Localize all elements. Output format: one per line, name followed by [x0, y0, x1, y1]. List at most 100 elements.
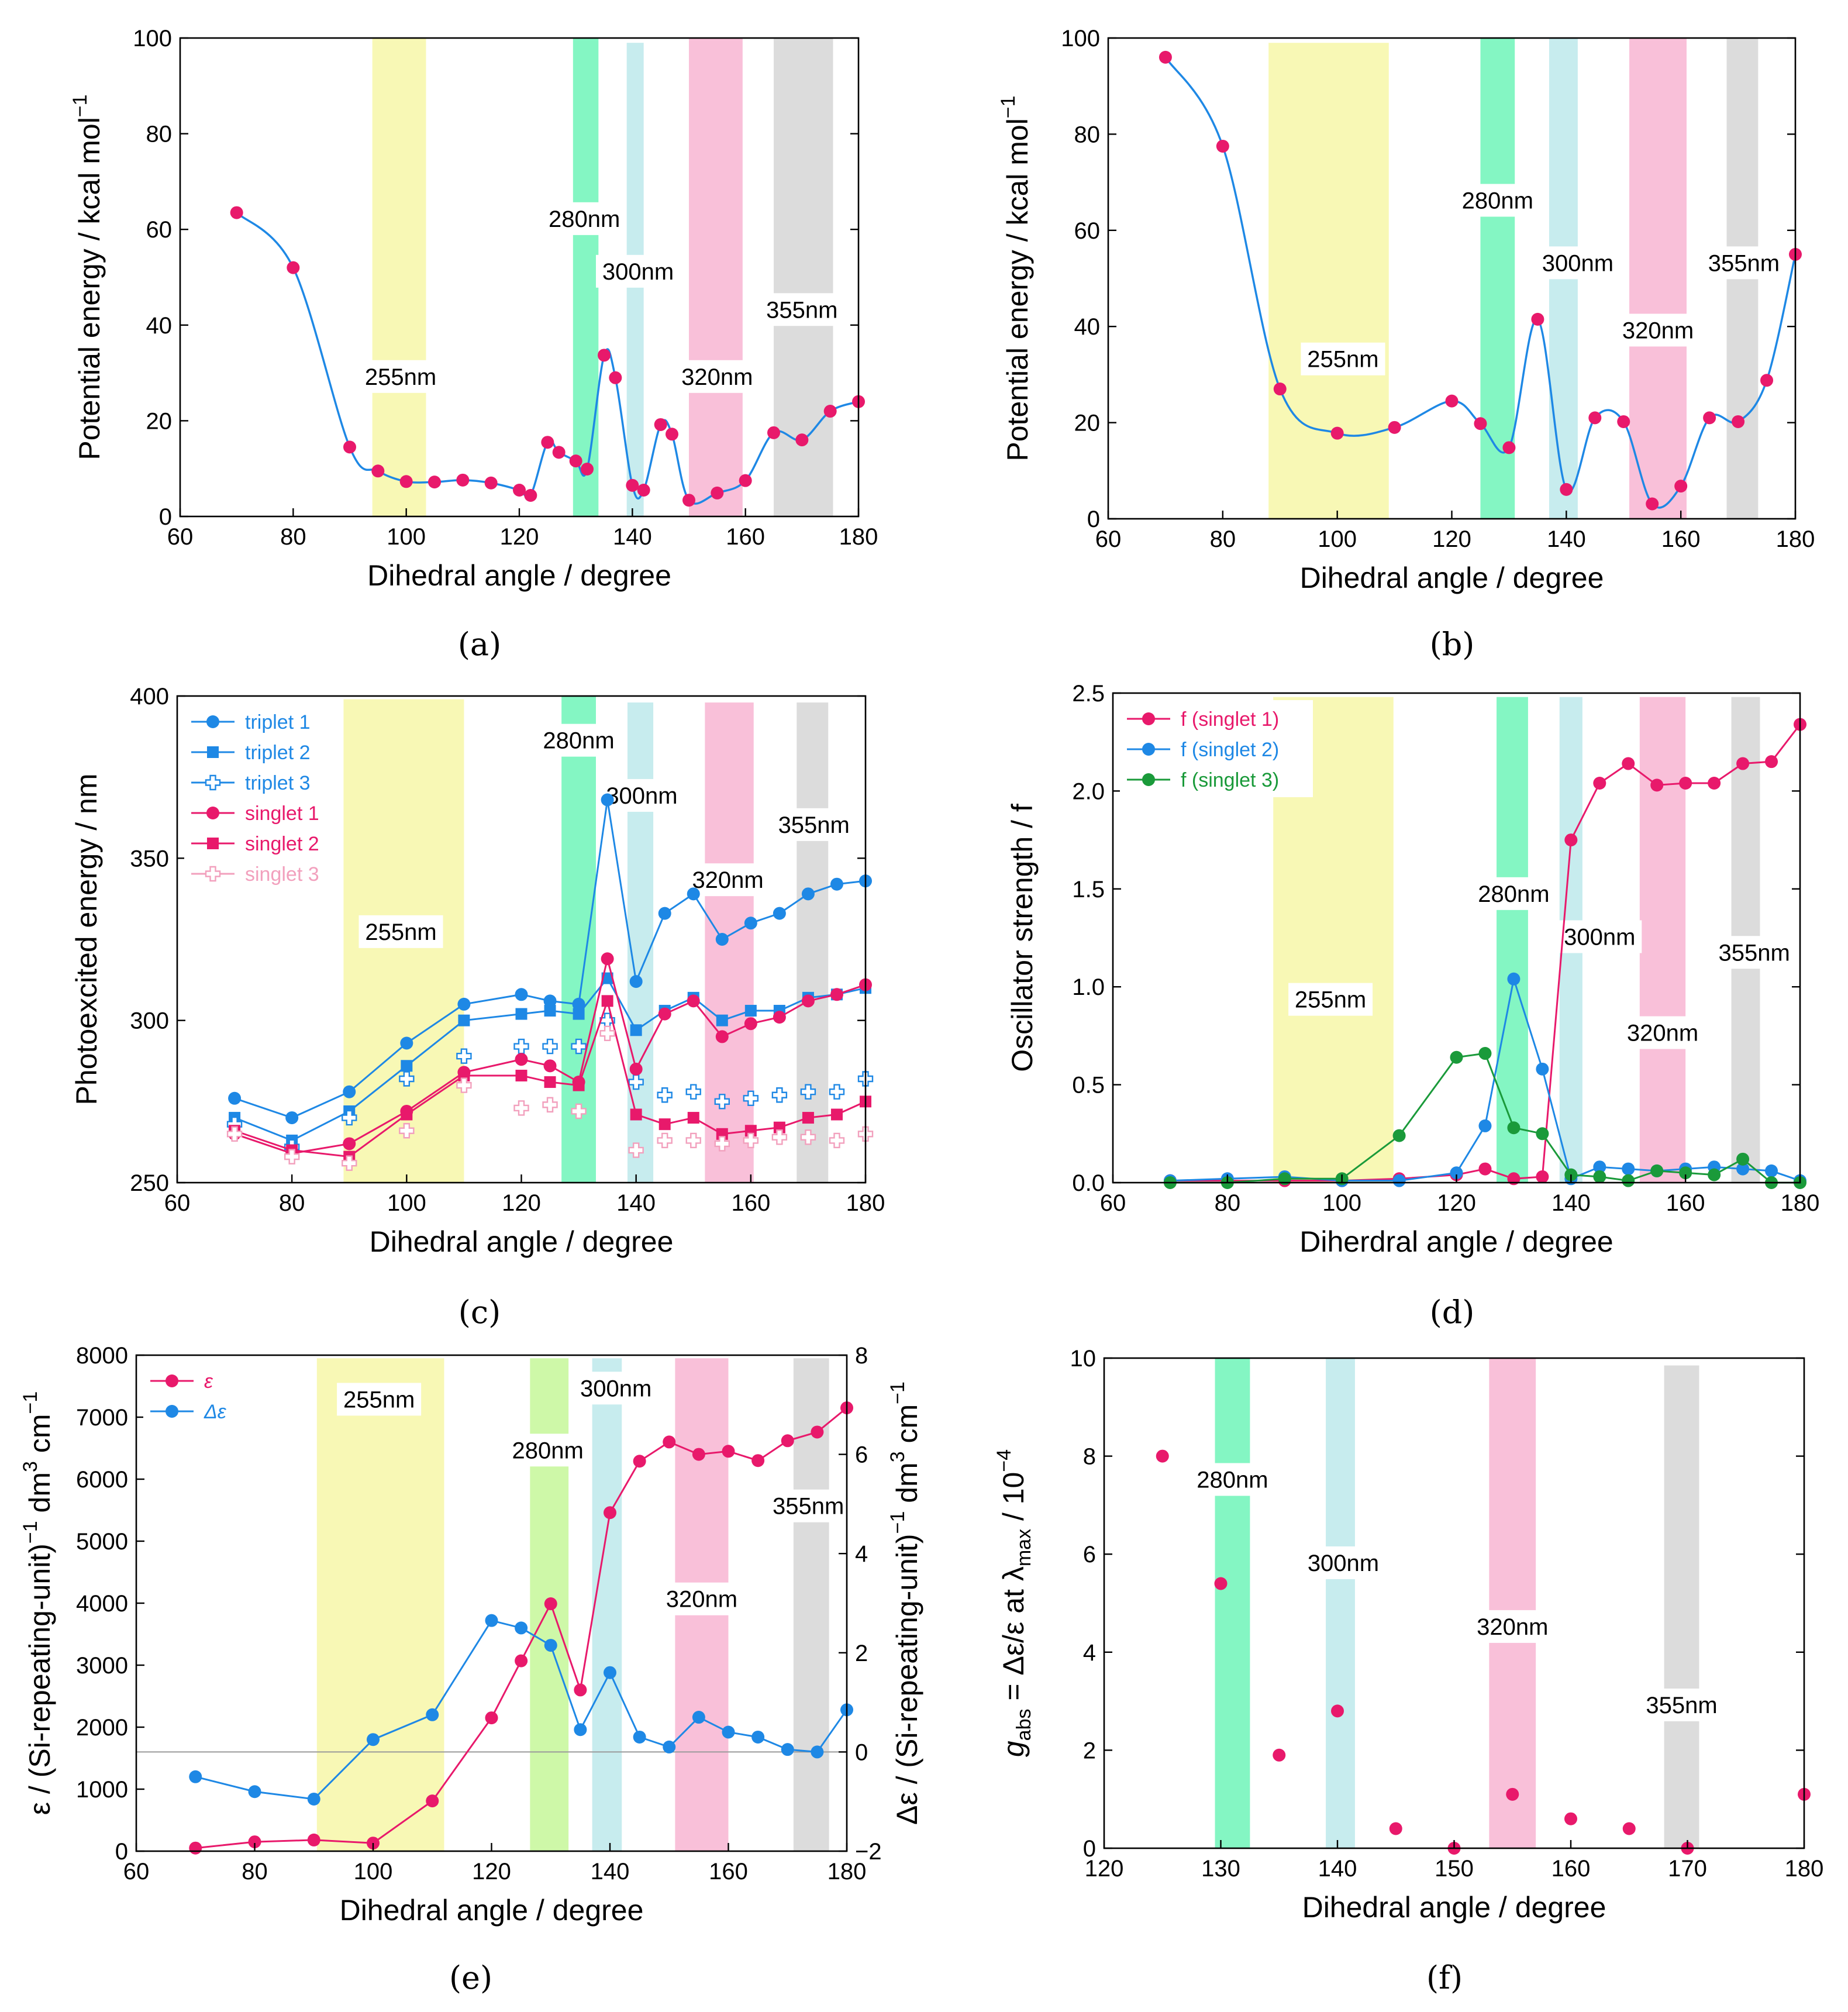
x-tick-label: 80 — [280, 524, 306, 550]
y2-axis-label: Δε / (Si-repeating-unit)−1 dm3 cm−1 — [887, 1381, 923, 1825]
data-point — [637, 484, 650, 497]
data-point — [544, 1005, 556, 1017]
x-tick-label: 120 — [1437, 1190, 1476, 1216]
data-point — [628, 1142, 644, 1158]
y-tick-label: 6 — [1083, 1542, 1096, 1567]
data-point — [1588, 411, 1602, 425]
data-point — [342, 1155, 357, 1171]
y-axis-label: Potential energy / kcal mol−1 — [69, 94, 106, 460]
band-label-bg — [574, 1372, 658, 1405]
y-tick-label: 2000 — [76, 1715, 128, 1741]
data-point — [744, 1017, 757, 1031]
data-point — [800, 1084, 816, 1100]
data-point — [1331, 1704, 1344, 1718]
data-point — [228, 1091, 242, 1105]
data-point — [1765, 1164, 1778, 1177]
legend-label: Δε — [204, 1401, 227, 1423]
y-label-part: abs — [1013, 1709, 1035, 1741]
data-point — [823, 405, 837, 418]
y-axis-label: ε / (Si-repeating-unit)−1 dm3 cm−1 — [19, 1391, 56, 1815]
y-tick-label: 5000 — [76, 1529, 128, 1555]
data-point — [1760, 374, 1774, 387]
y-tick-label: 1.5 — [1072, 877, 1105, 902]
y-tick-label: 8000 — [76, 1343, 128, 1369]
data-point — [248, 1785, 261, 1799]
band-label: 355nm — [1719, 940, 1790, 966]
y-tick-label: 60 — [1074, 218, 1101, 244]
x-tick-label: 170 — [1668, 1856, 1707, 1882]
band-label-bg — [337, 1383, 422, 1416]
data-point — [307, 1833, 320, 1846]
data-point — [795, 433, 809, 447]
band-label-bg — [1288, 983, 1373, 1016]
data-point — [371, 464, 385, 478]
data-point — [658, 907, 671, 920]
x-tick-label: 100 — [1318, 526, 1357, 552]
x-tick-label: 180 — [1776, 526, 1815, 552]
y2-tick-label: 4 — [855, 1541, 868, 1567]
x-axis-label: Dihedral angle / degree — [340, 1894, 644, 1927]
y-tick-label: 0 — [1087, 507, 1100, 532]
y-label-part: Photoexcited energy / nm — [70, 774, 103, 1105]
x-tick-label: 80 — [242, 1859, 268, 1884]
data-point — [456, 473, 470, 487]
x-tick-label: 180 — [828, 1859, 867, 1884]
legend-marker — [207, 838, 219, 849]
y2-tick-label: 8 — [855, 1343, 868, 1369]
data-point — [628, 1074, 644, 1090]
data-point — [342, 1110, 357, 1126]
band-label-bg — [1470, 1610, 1555, 1643]
legend-marker — [1142, 773, 1155, 786]
legend-label: f (singlet 2) — [1181, 739, 1279, 761]
band-355nm — [797, 702, 829, 1183]
band-355nm — [793, 1358, 829, 1851]
data-point — [513, 484, 526, 497]
data-point — [542, 1097, 558, 1113]
y-axis-label: gabs = Δε/ε at λmax / 10−4 — [993, 1449, 1035, 1757]
band-label-bg — [760, 293, 844, 326]
data-point — [687, 887, 700, 901]
y2-tick-label: −2 — [855, 1839, 882, 1865]
legend-label: f (singlet 3) — [1181, 769, 1279, 791]
data-point — [401, 1108, 413, 1121]
y-label-part: 3 — [19, 1461, 42, 1472]
data-point — [1450, 1050, 1463, 1064]
y-tick-label: 100 — [133, 26, 172, 51]
data-point — [426, 1708, 439, 1721]
x-tick-label: 160 — [1552, 1856, 1591, 1882]
data-point — [601, 793, 614, 807]
data-point — [751, 1454, 765, 1467]
x-tick-label: 120 — [472, 1859, 511, 1884]
band-label: 255nm — [365, 919, 436, 945]
band-label: 255nm — [365, 364, 436, 390]
x-tick-label: 160 — [726, 524, 765, 550]
data-point — [830, 1108, 843, 1121]
x-tick-label: 100 — [387, 524, 426, 550]
data-point — [1159, 50, 1172, 64]
data-point — [1736, 1152, 1750, 1166]
data-point — [1330, 426, 1344, 440]
data-point — [715, 1030, 729, 1043]
data-point — [248, 1835, 261, 1849]
data-point — [1622, 1822, 1636, 1835]
series-line — [1170, 979, 1801, 1182]
data-point — [1622, 1162, 1635, 1176]
data-point — [714, 1136, 730, 1152]
data-point — [1650, 1164, 1664, 1177]
data-point — [744, 917, 757, 930]
y-axis-label: Potential energy / kcal mol−1 — [997, 95, 1034, 461]
data-point — [657, 1132, 673, 1149]
x-tick-label: 180 — [839, 524, 878, 550]
data-point — [400, 1036, 413, 1050]
y-label-part: cm — [23, 1414, 56, 1462]
band-label: 300nm — [602, 259, 674, 285]
y-tick-label: 0 — [159, 504, 172, 530]
x-tick-label: 140 — [1318, 1856, 1357, 1882]
data-point — [1389, 1822, 1402, 1835]
data-point — [801, 887, 815, 901]
data-point — [711, 486, 724, 499]
data-point — [1736, 1162, 1750, 1176]
y-label-sup: −1 — [997, 95, 1019, 118]
band-320nm — [1629, 38, 1687, 519]
